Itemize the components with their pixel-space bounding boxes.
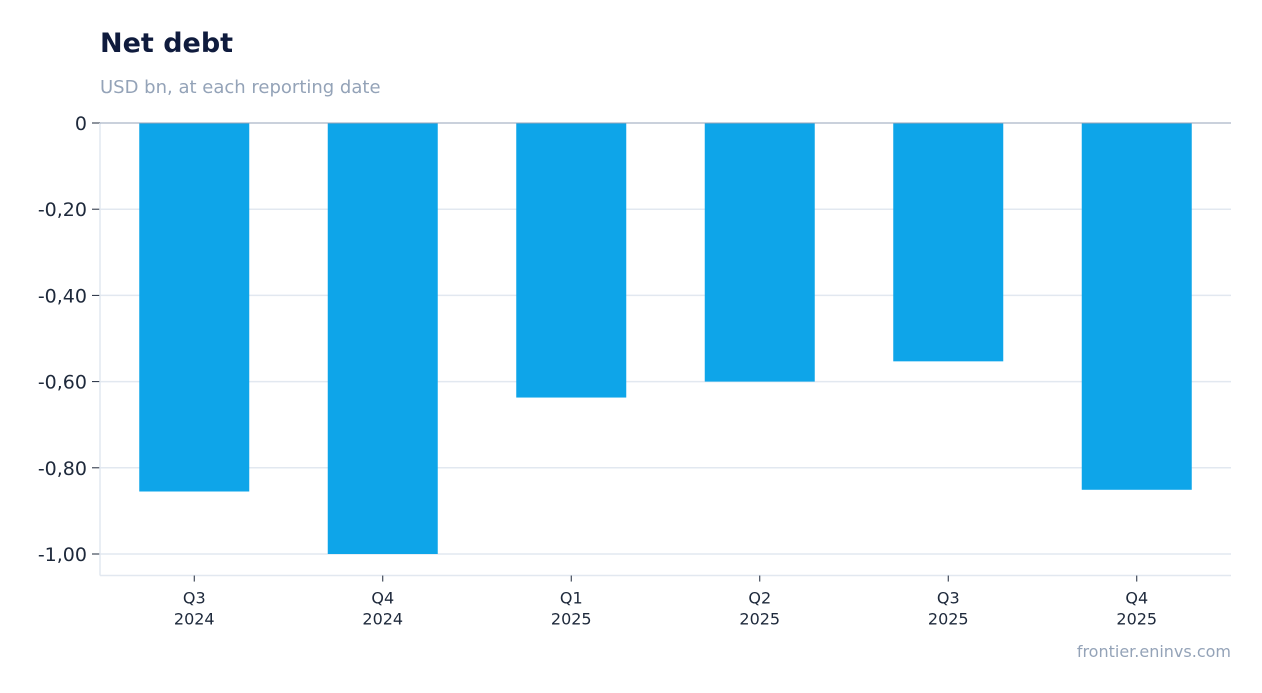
bars bbox=[139, 123, 1192, 554]
y-tick-label: -0,20 bbox=[38, 199, 87, 221]
x-tick-label-quarter: Q2 bbox=[748, 589, 771, 608]
y-tick-label: -0,40 bbox=[38, 285, 87, 307]
x-tick-label-quarter: Q1 bbox=[560, 589, 583, 608]
bar bbox=[704, 123, 815, 382]
x-tick-label-year: 2025 bbox=[928, 610, 969, 629]
x-tick-label-year: 2025 bbox=[1116, 610, 1157, 629]
x-tick-label-year: 2024 bbox=[174, 610, 215, 629]
y-tick-label: -0,60 bbox=[38, 372, 87, 394]
bar bbox=[893, 123, 1004, 362]
gridlines bbox=[100, 208, 1231, 555]
x-tick-label-year: 2025 bbox=[739, 610, 780, 629]
x-tick-label-year: 2025 bbox=[551, 610, 592, 629]
bar bbox=[1081, 123, 1192, 490]
y-tick-label: -0,80 bbox=[38, 458, 87, 480]
x-tick-label-quarter: Q3 bbox=[937, 589, 960, 608]
bar bbox=[139, 123, 250, 492]
x-tick-label-quarter: Q3 bbox=[183, 589, 206, 608]
axes: 0 -0,20 -0,40 -0,60 -0,80 -1,00 Q3 2024 Q4 2024 Q1… bbox=[38, 113, 1231, 629]
bar bbox=[516, 123, 627, 398]
bar bbox=[327, 123, 438, 554]
source-credit: frontier.eninvs.com bbox=[1076, 642, 1231, 661]
x-tick-label-quarter: Q4 bbox=[371, 589, 394, 608]
y-tick-label: 0 bbox=[75, 113, 87, 135]
chart-title: Net debt bbox=[100, 28, 234, 59]
chart-subtitle: USD bn, at each reporting date bbox=[100, 77, 381, 98]
x-tick-label-quarter: Q4 bbox=[1125, 589, 1148, 608]
x-tick-label-year: 2024 bbox=[362, 610, 403, 629]
y-tick-label: -1,00 bbox=[38, 544, 87, 566]
